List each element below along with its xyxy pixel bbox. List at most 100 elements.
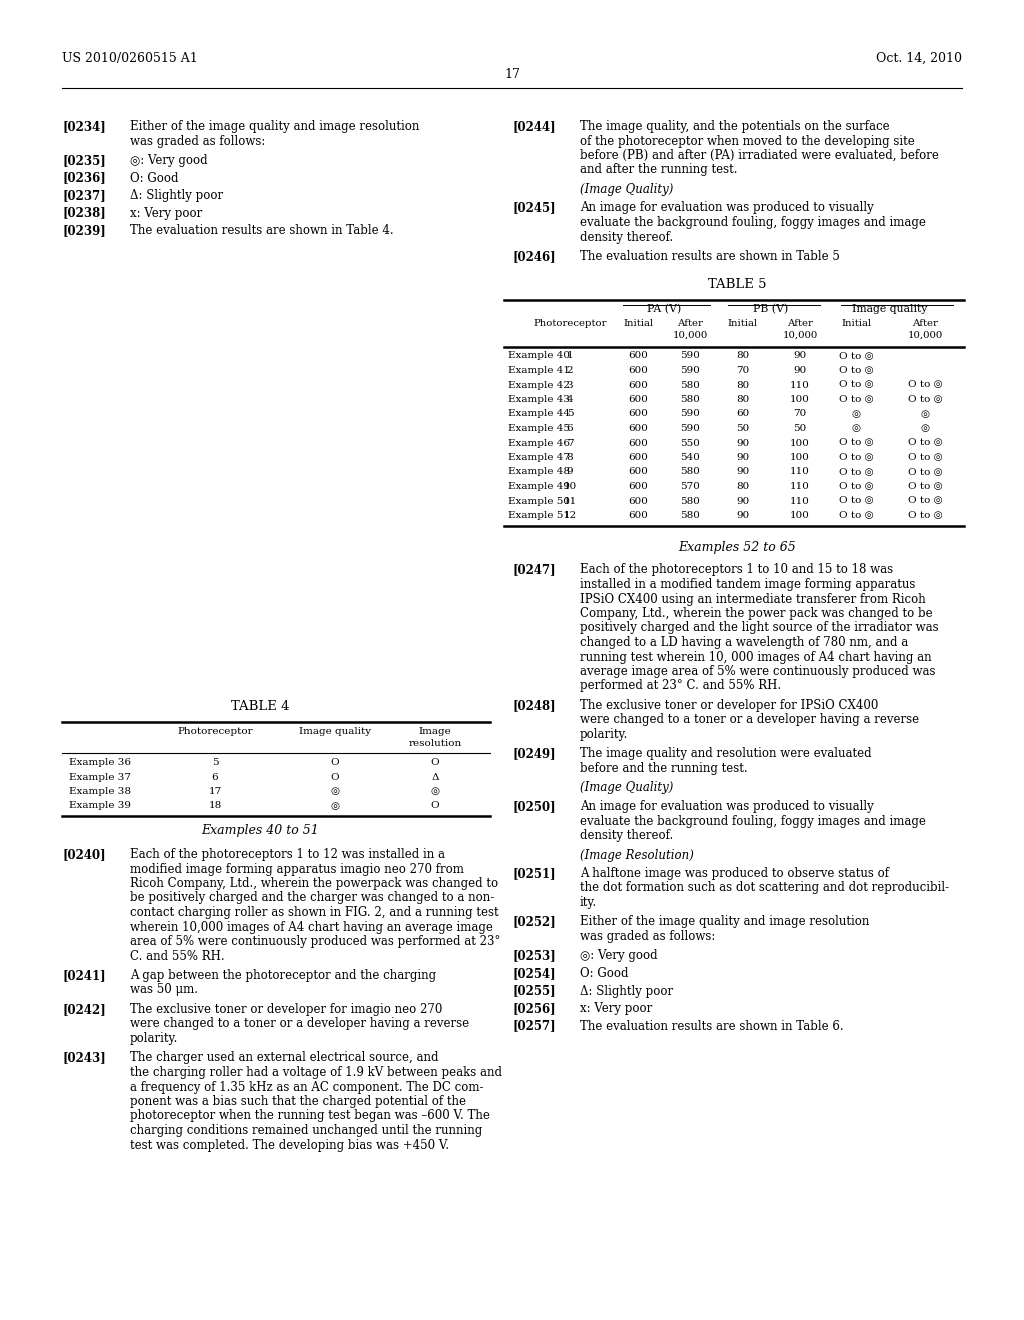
Text: An image for evaluation was produced to visually: An image for evaluation was produced to … [580, 202, 873, 214]
Text: The evaluation results are shown in Table 6.: The evaluation results are shown in Tabl… [580, 1019, 844, 1032]
Text: evaluate the background fouling, foggy images and image: evaluate the background fouling, foggy i… [580, 216, 926, 228]
Text: 590: 590 [680, 366, 700, 375]
Text: The image quality, and the potentials on the surface: The image quality, and the potentials on… [580, 120, 890, 133]
Text: before (PB) and after (PA) irradiated were evaluated, before: before (PB) and after (PA) irradiated we… [580, 149, 939, 162]
Text: 590: 590 [680, 351, 700, 360]
Text: 60: 60 [736, 409, 750, 418]
Text: Company, Ltd., wherein the power pack was changed to be: Company, Ltd., wherein the power pack wa… [580, 607, 933, 620]
Text: O to ◎: O to ◎ [839, 395, 873, 404]
Text: ◎: ◎ [430, 787, 439, 796]
Text: 100: 100 [791, 453, 810, 462]
Text: [0250]: [0250] [512, 800, 556, 813]
Text: [0244]: [0244] [512, 120, 556, 133]
Text: [0248]: [0248] [512, 700, 556, 711]
Text: 570: 570 [680, 482, 700, 491]
Text: Example 36: Example 36 [69, 758, 131, 767]
Text: 10,000: 10,000 [907, 330, 943, 339]
Text: density thereof.: density thereof. [580, 829, 673, 842]
Text: 90: 90 [736, 511, 750, 520]
Text: 100: 100 [791, 395, 810, 404]
Text: Δ: Slightly poor: Δ: Slightly poor [130, 189, 223, 202]
Text: The evaluation results are shown in Table 5: The evaluation results are shown in Tabl… [580, 249, 840, 263]
Text: 90: 90 [736, 496, 750, 506]
Text: O to ◎: O to ◎ [907, 453, 942, 462]
Text: US 2010/0260515 A1: US 2010/0260515 A1 [62, 51, 198, 65]
Text: [0241]: [0241] [62, 969, 105, 982]
Text: 580: 580 [680, 511, 700, 520]
Text: 80: 80 [736, 395, 750, 404]
Text: and after the running test.: and after the running test. [580, 164, 737, 177]
Text: O: O [331, 758, 339, 767]
Text: [0245]: [0245] [512, 202, 556, 214]
Text: ◎: ◎ [921, 424, 930, 433]
Text: before and the running test.: before and the running test. [580, 762, 748, 775]
Text: 80: 80 [736, 482, 750, 491]
Text: Either of the image quality and image resolution: Either of the image quality and image re… [130, 120, 420, 133]
Text: the charging roller had a voltage of 1.9 kV between peaks and: the charging roller had a voltage of 1.9… [130, 1067, 502, 1078]
Text: [0240]: [0240] [62, 847, 105, 861]
Text: C. and 55% RH.: C. and 55% RH. [130, 949, 224, 962]
Text: (Image Resolution): (Image Resolution) [580, 849, 694, 862]
Text: 11: 11 [563, 496, 577, 506]
Text: Ricoh Company, Ltd., wherein the powerpack was changed to: Ricoh Company, Ltd., wherein the powerpa… [130, 876, 498, 890]
Text: photoreceptor when the running test began was –600 V. The: photoreceptor when the running test bega… [130, 1110, 489, 1122]
Text: The exclusive toner or developer for IPSiO CX400: The exclusive toner or developer for IPS… [580, 700, 879, 711]
Text: ity.: ity. [580, 896, 597, 909]
Text: 600: 600 [628, 424, 648, 433]
Text: O to ◎: O to ◎ [839, 438, 873, 447]
Text: 9: 9 [566, 467, 573, 477]
Text: charging conditions remained unchanged until the running: charging conditions remained unchanged u… [130, 1125, 482, 1137]
Text: 580: 580 [680, 395, 700, 404]
Text: O: O [331, 772, 339, 781]
Text: 550: 550 [680, 438, 700, 447]
Text: [0257]: [0257] [512, 1019, 556, 1032]
Text: be positively charged and the charger was changed to a non-: be positively charged and the charger wa… [130, 891, 495, 904]
Text: O to ◎: O to ◎ [907, 496, 942, 506]
Text: O to ◎: O to ◎ [839, 511, 873, 520]
Text: After: After [787, 318, 813, 327]
Text: Example 38: Example 38 [69, 787, 131, 796]
Text: 590: 590 [680, 424, 700, 433]
Text: positively charged and the light source of the irradiator was: positively charged and the light source … [580, 622, 939, 635]
Text: Example 40: Example 40 [508, 351, 570, 360]
Text: Example 47: Example 47 [508, 453, 570, 462]
Text: 10: 10 [563, 482, 577, 491]
Text: 600: 600 [628, 496, 648, 506]
Text: O to ◎: O to ◎ [907, 395, 942, 404]
Text: [0251]: [0251] [512, 867, 556, 880]
Text: 8: 8 [566, 453, 573, 462]
Text: [0249]: [0249] [512, 747, 556, 760]
Text: 1: 1 [566, 351, 573, 360]
Text: ◎: ◎ [921, 409, 930, 418]
Text: Example 46: Example 46 [508, 438, 570, 447]
Text: (Image Quality): (Image Quality) [580, 183, 674, 195]
Text: The charger used an external electrical source, and: The charger used an external electrical … [130, 1052, 438, 1064]
Text: ◎: Very good: ◎: Very good [130, 154, 208, 168]
Text: contact charging roller as shown in FIG. 2, and a running test: contact charging roller as shown in FIG.… [130, 906, 499, 919]
Text: Initial: Initial [841, 318, 871, 327]
Text: O to ◎: O to ◎ [907, 380, 942, 389]
Text: polarity.: polarity. [130, 1032, 178, 1045]
Text: were changed to a toner or a developer having a reverse: were changed to a toner or a developer h… [580, 714, 920, 726]
Text: A halftone image was produced to observe status of: A halftone image was produced to observe… [580, 867, 889, 880]
Text: polarity.: polarity. [580, 729, 629, 741]
Text: [0234]: [0234] [62, 120, 105, 133]
Text: An image for evaluation was produced to visually: An image for evaluation was produced to … [580, 800, 873, 813]
Text: ◎: ◎ [331, 787, 340, 796]
Text: 7: 7 [566, 438, 573, 447]
Text: O to ◎: O to ◎ [839, 496, 873, 506]
Text: TABLE 5: TABLE 5 [708, 277, 766, 290]
Text: Initial: Initial [623, 318, 653, 327]
Text: was 50 μm.: was 50 μm. [130, 983, 198, 997]
Text: 5: 5 [566, 409, 573, 418]
Text: 6: 6 [212, 772, 218, 781]
Text: changed to a LD having a wavelength of 780 nm, and a: changed to a LD having a wavelength of 7… [580, 636, 908, 649]
Text: 5: 5 [212, 758, 218, 767]
Text: Example 39: Example 39 [69, 801, 131, 810]
Text: 100: 100 [791, 511, 810, 520]
Text: O to ◎: O to ◎ [839, 482, 873, 491]
Text: 3: 3 [566, 380, 573, 389]
Text: average image area of 5% were continuously produced was: average image area of 5% were continuous… [580, 665, 936, 678]
Text: Δ: Δ [431, 772, 438, 781]
Text: 18: 18 [208, 801, 221, 810]
